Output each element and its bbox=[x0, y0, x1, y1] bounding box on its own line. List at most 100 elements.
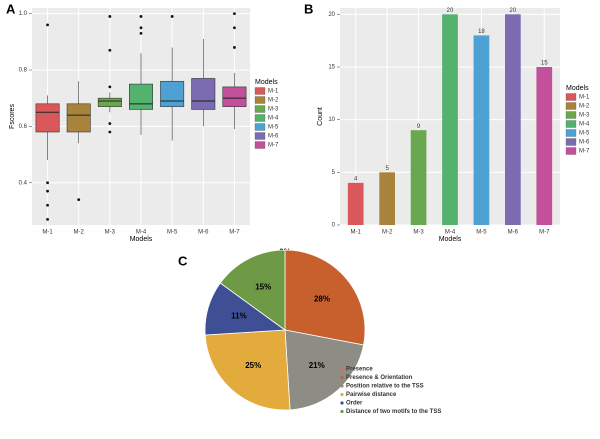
box bbox=[35, 103, 60, 133]
x-tick-label: M-5 bbox=[476, 230, 487, 236]
legend-swatch bbox=[565, 93, 577, 101]
x-tick-label: M-1 bbox=[42, 230, 53, 236]
legend-label: Presence bbox=[346, 367, 373, 373]
legend-title: Models bbox=[255, 79, 278, 86]
slice-label: 21% bbox=[309, 361, 325, 370]
legend-swatch bbox=[565, 120, 577, 128]
outlier bbox=[233, 46, 236, 49]
legend-bullet bbox=[340, 375, 344, 380]
y-tick-label: 0.8 bbox=[19, 68, 28, 74]
legend-label: M-3 bbox=[268, 107, 279, 113]
legend-label: M-5 bbox=[268, 125, 279, 131]
legend-label: M-6 bbox=[579, 140, 590, 146]
legend-label: Position relative to the TSS bbox=[346, 384, 424, 390]
outlier bbox=[108, 85, 112, 89]
legend-label: M-2 bbox=[579, 104, 590, 110]
legend-label: M-2 bbox=[268, 98, 279, 104]
y-axis-title: Fscores bbox=[9, 104, 16, 129]
y-tick-label: 20 bbox=[328, 12, 335, 18]
outlier bbox=[46, 217, 49, 221]
outlier bbox=[108, 130, 112, 134]
legend-swatch bbox=[565, 138, 577, 146]
y-tick-label: 5 bbox=[332, 170, 336, 176]
pie-slice bbox=[204, 329, 291, 411]
bar bbox=[473, 35, 490, 225]
y-tick-label: 0 bbox=[332, 223, 336, 229]
outlier bbox=[46, 23, 49, 27]
legend-swatch bbox=[254, 96, 266, 104]
box bbox=[66, 103, 91, 133]
value-label: 15 bbox=[541, 61, 548, 67]
bar bbox=[379, 172, 395, 225]
legend-swatch bbox=[254, 87, 266, 95]
legend-swatch bbox=[565, 129, 577, 137]
legend-swatch bbox=[565, 102, 577, 110]
legend-bullet bbox=[340, 392, 344, 397]
outlier bbox=[108, 122, 112, 125]
bar bbox=[536, 66, 553, 225]
legend-bullet bbox=[340, 401, 344, 405]
value-label: 18 bbox=[478, 29, 485, 35]
pie-slice bbox=[219, 249, 286, 331]
legend-bullet bbox=[340, 409, 344, 414]
outlier bbox=[170, 15, 174, 18]
x-tick-label: M-1 bbox=[351, 230, 362, 236]
value-label: 20 bbox=[447, 8, 454, 14]
outlier bbox=[139, 31, 143, 35]
legend-label: Presence & Orientation bbox=[346, 375, 413, 381]
pie-slice bbox=[284, 249, 366, 346]
box bbox=[191, 78, 216, 110]
outlier bbox=[46, 189, 49, 193]
legend-bullet bbox=[340, 384, 344, 388]
legend-label: Pairwise distance bbox=[346, 392, 397, 398]
outlier bbox=[233, 26, 236, 30]
slice-label: 28% bbox=[314, 295, 330, 304]
x-tick-label: M-7 bbox=[229, 230, 240, 236]
legend-label: M-7 bbox=[268, 143, 279, 149]
legend-label: M-4 bbox=[268, 116, 279, 122]
outlier bbox=[46, 203, 49, 207]
slice-label: 15% bbox=[255, 282, 271, 291]
value-label: 20 bbox=[510, 8, 517, 14]
legend-label: M-3 bbox=[579, 113, 590, 119]
x-tick-label: M-3 bbox=[105, 230, 116, 236]
x-tick-label: M-5 bbox=[167, 230, 178, 236]
legend-bullet bbox=[340, 367, 344, 371]
bar bbox=[347, 182, 364, 225]
outlier bbox=[108, 48, 112, 52]
x-tick-label: M-6 bbox=[508, 230, 519, 236]
outlier bbox=[108, 15, 112, 18]
y-tick-label: 15 bbox=[328, 65, 335, 71]
legend-label: M-5 bbox=[579, 131, 590, 137]
legend-label: M-1 bbox=[268, 89, 279, 95]
legend-swatch bbox=[254, 114, 266, 122]
y-tick-label: 0.6 bbox=[19, 124, 28, 130]
legend-label: M-6 bbox=[268, 134, 279, 140]
panel-label: A bbox=[6, 1, 16, 16]
slice-label: 25% bbox=[245, 361, 261, 370]
pie-slice bbox=[284, 329, 365, 411]
x-tick-label: M-2 bbox=[74, 230, 85, 236]
panel-label: B bbox=[304, 1, 313, 16]
legend-swatch bbox=[254, 141, 266, 149]
panel-label: C bbox=[178, 253, 188, 268]
x-axis-title: Models bbox=[130, 236, 153, 243]
y-tick-label: 10 bbox=[328, 117, 335, 123]
y-tick-label: 0.4 bbox=[19, 180, 28, 186]
box bbox=[222, 86, 247, 107]
legend-swatch bbox=[254, 105, 266, 113]
box bbox=[97, 97, 122, 107]
slice-label: 11% bbox=[231, 312, 247, 321]
value-label: 9 bbox=[417, 124, 421, 130]
x-axis-title: Models bbox=[439, 236, 462, 243]
outlier bbox=[233, 12, 236, 16]
x-tick-label: M-2 bbox=[382, 230, 393, 236]
legend-title: Models bbox=[566, 85, 589, 92]
legend-label: Distance of two motifs to the TSS bbox=[346, 409, 441, 415]
legend-swatch bbox=[565, 147, 577, 155]
value-label: 4 bbox=[354, 176, 358, 182]
x-tick-label: M-4 bbox=[136, 230, 147, 236]
y-axis-title: Count bbox=[317, 107, 324, 126]
